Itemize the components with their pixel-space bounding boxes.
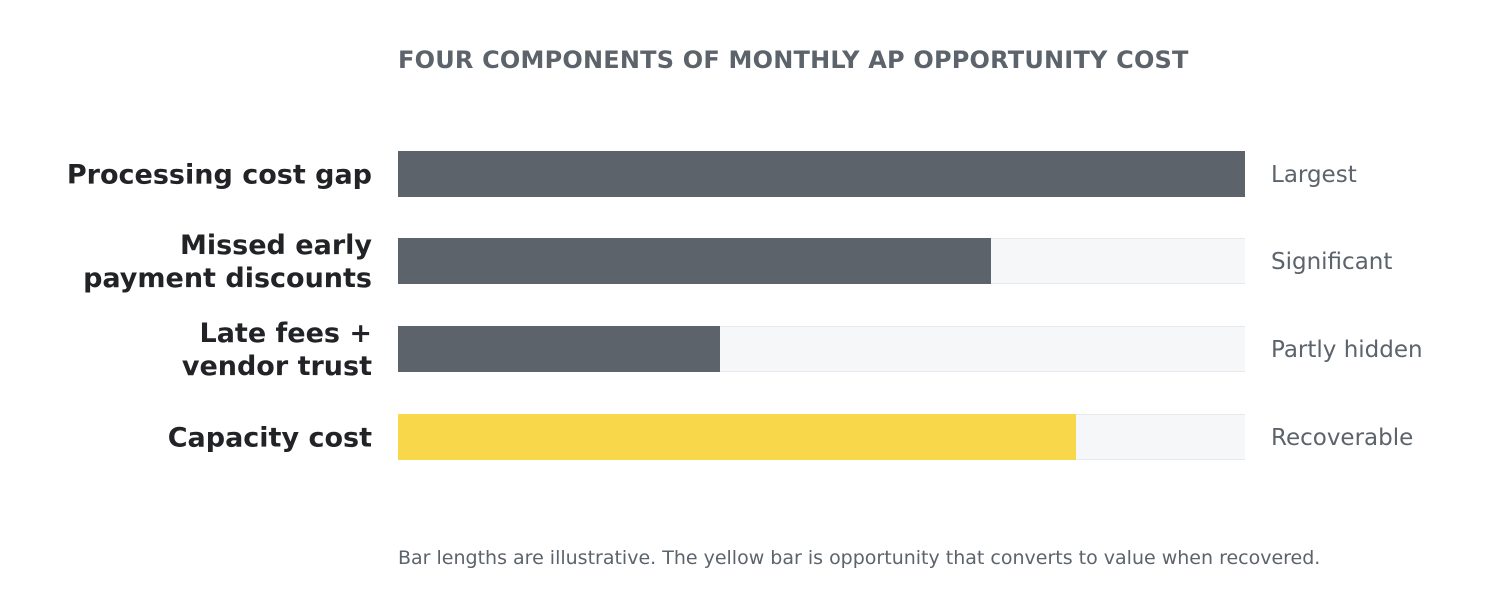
category-label: Missed early payment discounts [83, 229, 372, 295]
category-label-line: Capacity cost [167, 422, 372, 454]
bar-late-fees-vendor-trust [398, 326, 720, 372]
bar-row-capacity-cost: Capacity cost Recoverable [0, 414, 1500, 462]
value-label: Largest [1271, 162, 1357, 188]
bar-track [398, 414, 1245, 460]
category-label: Processing cost gap [67, 159, 372, 192]
bar-track [398, 151, 1245, 197]
bar-processing-cost-gap [398, 151, 1245, 197]
category-label: Capacity cost [168, 422, 372, 455]
category-label-line: payment discounts [83, 263, 372, 294]
bar-missed-early-payment-discounts [398, 238, 991, 284]
bar-row-late-fees-vendor-trust: Late fees + vendor trust Partly hidden [0, 318, 1500, 382]
bar-track [398, 238, 1245, 284]
bar-track [398, 326, 1245, 372]
bar-row-missed-early-payment-discounts: Missed early payment discounts Significa… [0, 230, 1500, 294]
category-label-line: Late fees + [199, 318, 372, 349]
value-label: Partly hidden [1271, 337, 1423, 363]
value-label: Recoverable [1271, 425, 1414, 451]
category-label-line: vendor trust [181, 351, 372, 382]
category-label-line: Missed early [179, 230, 372, 261]
chart-title: FOUR COMPONENTS OF MONTHLY AP OPPORTUNIT… [398, 46, 1189, 74]
chart-footnote: Bar lengths are illustrative. The yellow… [398, 547, 1321, 569]
bar-row-processing-cost-gap: Processing cost gap Largest [0, 151, 1500, 199]
bar-capacity-cost [398, 414, 1076, 460]
category-label: Late fees + vendor trust [182, 317, 372, 383]
value-label: Significant [1271, 249, 1393, 275]
category-label-line: Processing cost gap [66, 159, 372, 191]
